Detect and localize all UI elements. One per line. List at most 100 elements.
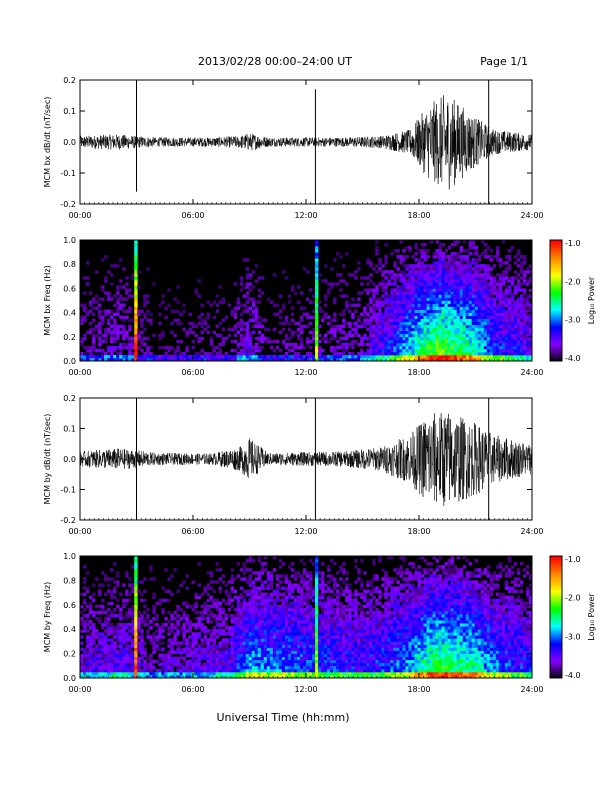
spectrogram-cell — [483, 276, 488, 280]
spectrogram-cell — [275, 623, 280, 627]
spectrogram-cell — [116, 656, 120, 661]
spectrogram-cell — [113, 662, 117, 667]
spectrogram-cell — [143, 336, 147, 341]
spectrogram-cell — [167, 644, 171, 648]
spectrogram-cell — [218, 300, 223, 304]
spectrogram-cell — [203, 610, 207, 615]
spectrogram-cell — [152, 595, 156, 600]
spectrogram-cell — [134, 255, 138, 259]
spectrogram-cell — [170, 641, 174, 645]
spectrogram-cell — [218, 604, 223, 609]
spectrogram-cell — [134, 309, 138, 313]
spectrogram-cell — [83, 598, 87, 603]
spectrogram-cell — [339, 357, 343, 362]
spectrogram-cell — [417, 279, 421, 283]
spectrogram-cell — [306, 270, 310, 274]
spectrogram-cell — [194, 674, 198, 679]
spectrogram-cell — [266, 592, 271, 597]
spectrogram-cell — [140, 321, 144, 326]
spectrogram-cell — [477, 285, 482, 289]
spectrogram-cell — [447, 345, 452, 350]
spectrogram-cell — [200, 671, 204, 676]
spectrogram-cell — [209, 647, 213, 651]
spectrogram-cell — [107, 294, 111, 298]
spectrogram-cell — [318, 354, 322, 359]
spectrogram-cell — [143, 327, 147, 332]
spectrogram-cell — [182, 632, 186, 636]
spectrogram-cell — [495, 354, 500, 359]
spectrogram-cell — [209, 653, 213, 658]
spectrogram-cell — [107, 620, 111, 624]
spectrogram-cell — [191, 644, 195, 648]
spectrogram-cell — [149, 671, 153, 676]
spectrogram-cell — [345, 354, 349, 359]
spectrogram-cell — [498, 348, 503, 353]
spectrogram-cell — [459, 348, 464, 353]
spectrogram-cell — [489, 351, 494, 356]
spectrogram-cell — [287, 635, 292, 639]
spectrogram-cell — [107, 345, 111, 350]
spectrogram-cell — [131, 357, 135, 362]
x-tick-label: 24:00 — [520, 211, 543, 220]
spectrogram-cell — [486, 270, 491, 274]
spectrogram-cell — [426, 306, 430, 310]
spectrogram-cell — [438, 282, 442, 286]
spectrogram-cell — [215, 294, 220, 298]
spectrogram-cell — [516, 327, 521, 332]
spectrogram-cell — [92, 592, 96, 597]
spectrogram-cell — [269, 668, 274, 673]
spectrogram-cell — [269, 577, 274, 581]
spectrogram-cell — [417, 264, 421, 268]
spectrogram-cell — [242, 354, 247, 359]
spectrogram-cell — [444, 330, 449, 335]
spectrogram-cell — [146, 665, 150, 670]
spectrogram-cell — [468, 336, 473, 341]
spectrogram-cell — [426, 330, 430, 335]
spectrogram-cell — [185, 629, 189, 633]
spectrogram-cell — [426, 312, 430, 317]
spectrogram-cell — [432, 279, 436, 283]
spectrogram-cell — [468, 276, 473, 280]
spectrogram-cell — [269, 598, 274, 603]
spectrogram-cell — [402, 249, 406, 253]
spectrogram-cell — [486, 342, 491, 347]
spectrogram-cell — [477, 306, 482, 310]
spectrogram-cell — [242, 647, 247, 651]
spectrogram-cell — [275, 339, 280, 344]
spectrogram-cell — [131, 668, 135, 673]
spectrogram-cell — [330, 285, 334, 289]
spectrogram-cell — [263, 336, 268, 341]
spectrogram-cell — [266, 327, 271, 332]
spectrogram-cell — [236, 650, 241, 654]
spectrogram-cell — [438, 258, 442, 262]
spectrogram-cell — [197, 644, 201, 648]
spectrogram-cell — [152, 632, 156, 636]
spectrogram-cell — [134, 662, 138, 667]
spectrogram-cell — [134, 273, 138, 277]
spectrogram-cell — [230, 662, 235, 667]
spectrogram-cell — [275, 641, 280, 645]
spectrogram-cell — [149, 641, 153, 645]
spectrogram-cell — [477, 339, 482, 344]
spectrogram-cell — [447, 354, 452, 359]
spectrogram-cell — [432, 312, 436, 317]
spectrogram-cell — [98, 357, 102, 362]
spectrogram-cell — [420, 324, 424, 329]
spectrogram-cell — [218, 333, 223, 338]
spectrogram-cell — [444, 351, 449, 356]
spectrogram-cell — [161, 662, 165, 667]
spectrogram-cell — [378, 351, 382, 356]
spectrogram-cell — [375, 306, 379, 310]
spectrogram-cell — [302, 357, 307, 362]
spectrogram-cell — [456, 324, 461, 329]
spectrogram-cell — [158, 354, 162, 359]
spectrogram-cell — [248, 574, 253, 578]
spectrogram-cell — [444, 276, 449, 280]
spectrogram-cell — [134, 327, 138, 332]
spectrogram-cell — [164, 598, 168, 603]
spectrogram-cell — [474, 318, 479, 323]
spectrogram-cell — [408, 333, 412, 338]
spectrogram-cell — [188, 620, 192, 624]
spectrogram-cell — [152, 610, 156, 615]
spectrogram-cell — [251, 607, 256, 612]
